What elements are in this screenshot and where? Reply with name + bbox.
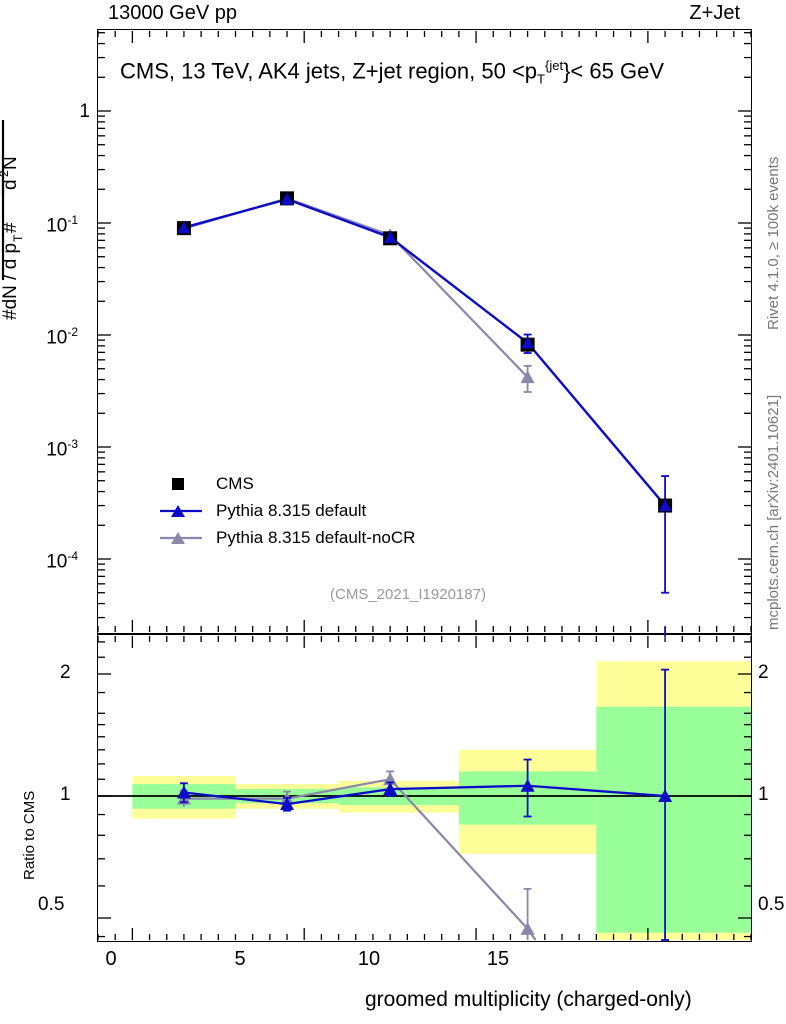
plot-title-before: CMS, 13 TeV, AK4 jets, Z+jet region, 50 … [120, 58, 538, 84]
legend-item-pythia-default[interactable]: Pythia 8.315 default [160, 497, 415, 524]
xtick-15: 15 [486, 948, 510, 970]
plot-title-sub: T [537, 71, 545, 87]
ytick-1e-1: 10-1 [46, 213, 78, 237]
rivet-version-label: Rivet 4.1.0, ≥ 100k events [765, 157, 782, 330]
legend: CMS Pythia 8.315 default Pythia 8.315 de… [160, 470, 415, 551]
beam-energy-label: 13000 GeV pp [108, 2, 237, 24]
process-label: Z+Jet [689, 2, 740, 24]
xtick-0: 0 [105, 948, 117, 970]
ratio-plot-panel [97, 634, 752, 942]
y-axis-label: #dN / d p T # 1 d 2 N d p T dλ [0, 120, 25, 320]
ytick-1: 1 [79, 101, 90, 122]
ratio-ytick-05-left: 0.5 [38, 894, 65, 915]
svg-text:Rivet 4.1.0, ≥ 100k events: Rivet 4.1.0, ≥ 100k events [765, 157, 782, 330]
svg-text:Ratio to CMS: Ratio to CMS [21, 791, 38, 880]
analysis-id-watermark: (CMS_2021_I1920187) [330, 586, 486, 603]
ratio-ytick-2-right: 2 [758, 662, 769, 683]
legend-swatch-pythia-nocr [160, 529, 202, 547]
svg-text:d: d [0, 179, 21, 190]
ratio-ytick-1-right: 1 [758, 784, 769, 805]
svg-text:T: T [11, 234, 25, 242]
x-axis-label: groomed multiplicity (charged-only) [365, 988, 692, 1011]
svg-text:T: T [0, 154, 1, 162]
legend-label-pythia-nocr: Pythia 8.315 default-noCR [216, 527, 416, 547]
svg-text:mcplots.cern.ch [arXiv:2401.10: mcplots.cern.ch [arXiv:2401.10621] [765, 395, 782, 630]
legend-label-cms: CMS [216, 473, 254, 493]
ytick-1e-2: 10-2 [46, 325, 78, 349]
plot-title-sup: {jet [545, 58, 564, 73]
legend-item-pythia-nocr[interactable]: Pythia 8.315 default-noCR [160, 524, 415, 551]
legend-swatch-cms [160, 475, 202, 493]
ytick-1e-4: 10-4 [46, 549, 78, 573]
xtick-5: 5 [234, 948, 246, 970]
plot-title-after: }< 65 GeV [563, 58, 664, 84]
svg-text:#dN / d p: #dN / d p [0, 243, 21, 320]
ratio-ytick-1-left: 1 [60, 784, 71, 805]
ratio-y-axis-label: Ratio to CMS [21, 791, 38, 880]
legend-label-pythia-default: Pythia 8.315 default [216, 500, 367, 520]
xtick-10: 10 [357, 948, 381, 970]
mcplots-source-label: mcplots.cern.ch [arXiv:2401.10621] [765, 395, 782, 630]
svg-text:2: 2 [0, 170, 11, 177]
svg-text:N: N [0, 156, 21, 170]
legend-item-cms[interactable]: CMS [160, 470, 415, 497]
svg-text:#: # [0, 222, 21, 233]
ratio-ytick-2-left: 2 [60, 662, 71, 683]
ratio-ytick-05-right: 0.5 [758, 894, 785, 915]
legend-swatch-pythia-default [160, 502, 202, 520]
plot-title: CMS, 13 TeV, AK4 jets, Z+jet region, 50 … [120, 58, 664, 87]
ytick-1e-3: 10-3 [46, 437, 78, 461]
